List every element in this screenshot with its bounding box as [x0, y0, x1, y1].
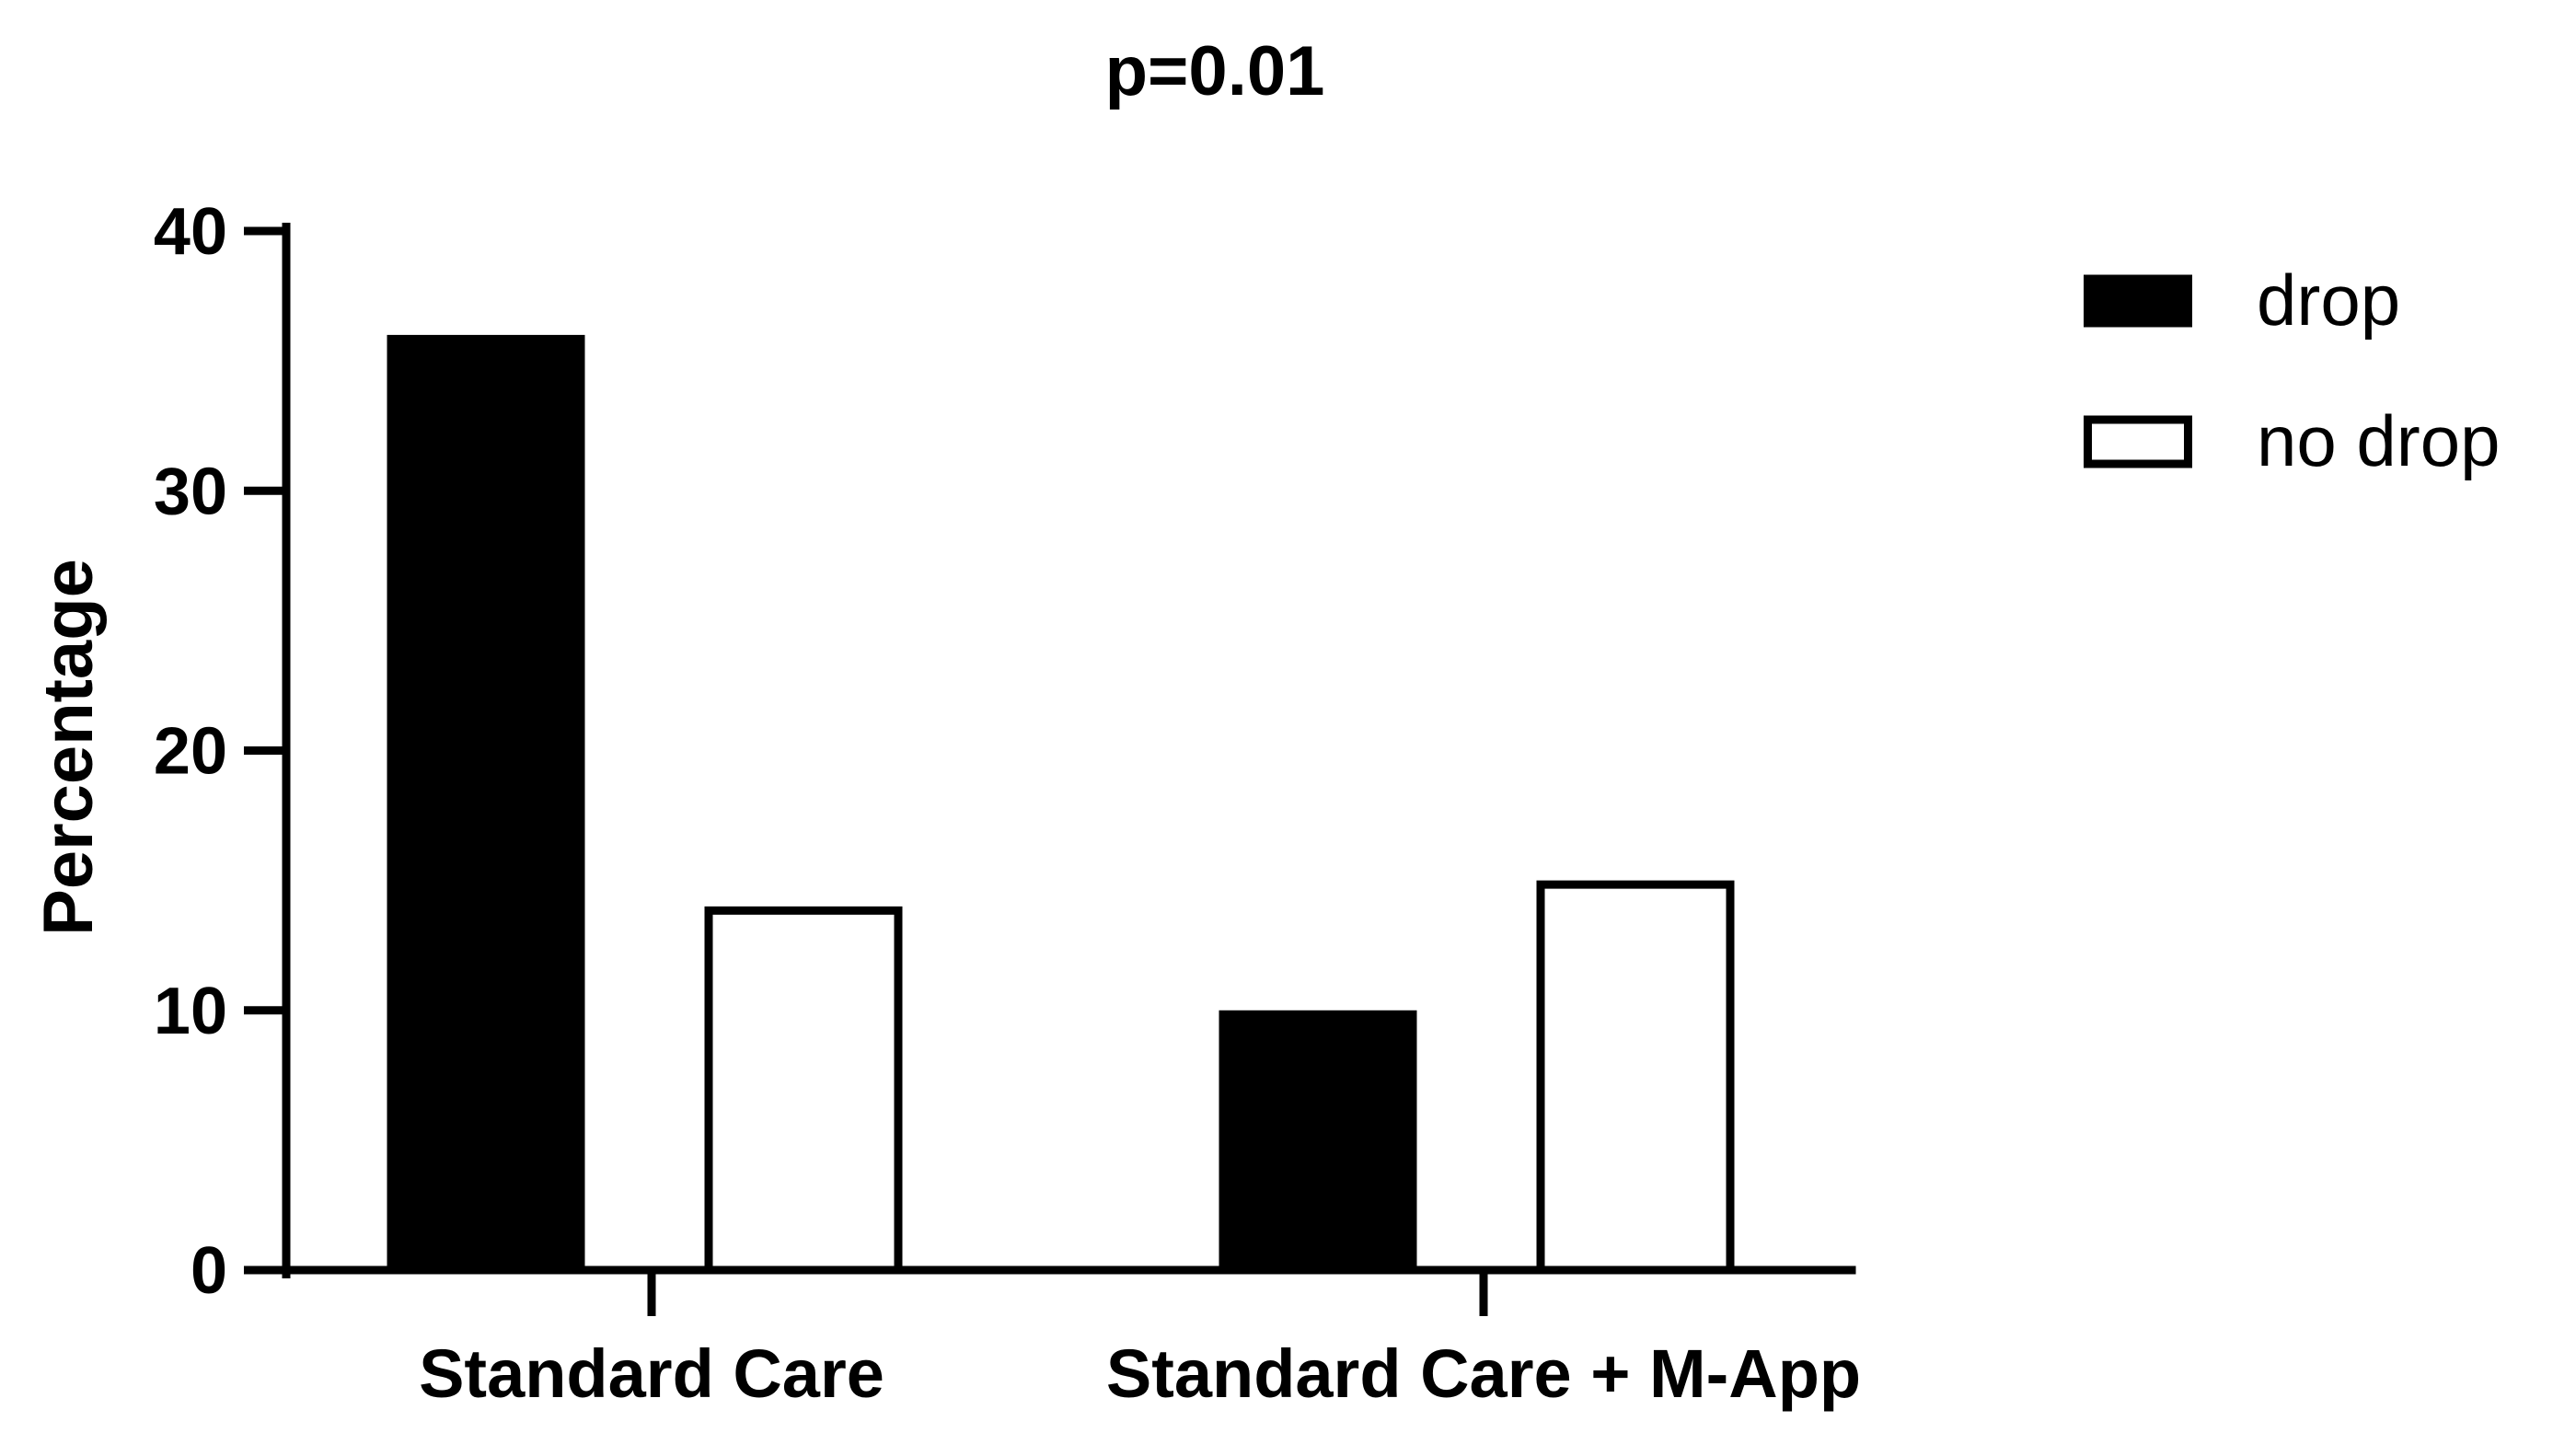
y-ticks: 0 10 20 30 40 [154, 195, 286, 1308]
bar-drop-standard-care-m-app [1219, 1010, 1417, 1270]
x-ticks: Standard Care Standard Care + M-App [419, 1270, 1861, 1412]
chart-title: p=0.01 [1105, 32, 1325, 110]
bar-drop-standard-care [387, 334, 585, 1270]
y-axis-label: Percentage [29, 559, 108, 936]
x-tick-label-standard-care: Standard Care [419, 1335, 884, 1412]
bar-no-drop-standard-care-m-app [1536, 880, 1735, 1275]
bars [387, 334, 1735, 1275]
x-tick-label-standard-care-m-app: Standard Care + M-App [1106, 1335, 1861, 1412]
y-tick-label-20: 20 [154, 715, 227, 789]
legend-swatch-drop [2084, 274, 2192, 328]
y-tick-label-10: 10 [154, 975, 227, 1048]
y-tick-label-0: 0 [191, 1234, 227, 1308]
legend-label-no-drop: no drop [2257, 400, 2501, 481]
legend: drop no drop [2084, 260, 2501, 481]
legend-label-drop: drop [2257, 260, 2400, 341]
y-tick-label-30: 30 [154, 455, 227, 528]
y-tick-label-40: 40 [154, 195, 227, 269]
legend-swatch-no-drop [2084, 415, 2192, 468]
bar-no-drop-standard-care [704, 906, 903, 1275]
